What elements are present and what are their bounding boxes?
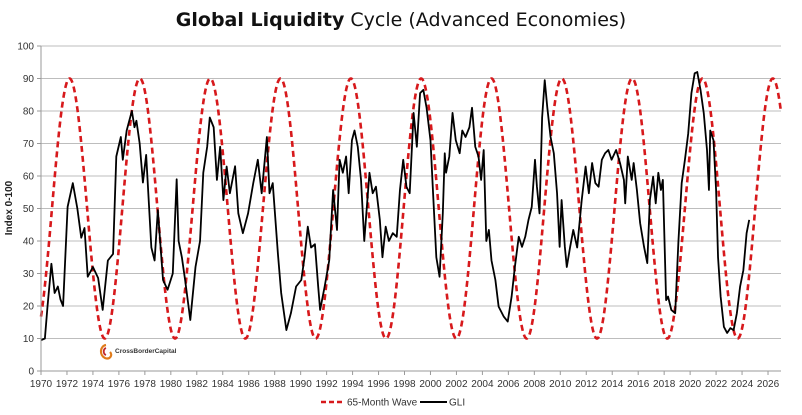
legend-wave-label: 65-Month Wave (347, 398, 418, 409)
chart-title: Global Liquidity Cycle (Advanced Economi… (176, 9, 626, 31)
y-tick-label: 40 (23, 237, 35, 248)
gridlines (41, 45, 781, 339)
y-tick-label: 50 (23, 204, 35, 215)
y-tick-label: 20 (23, 302, 35, 313)
x-tick-label: 1980 (160, 379, 183, 390)
x-tick-label: 1990 (290, 379, 313, 390)
x-tick-label: 2006 (497, 379, 520, 390)
x-tick-label: 2020 (679, 379, 702, 390)
x-tick-label: 1988 (264, 379, 287, 390)
x-tick-label: 1982 (186, 379, 209, 390)
y-tick-label: 100 (17, 42, 34, 53)
x-tick-label: 1976 (108, 379, 131, 390)
x-tick-label: 2026 (757, 379, 780, 390)
x-tick-label: 2016 (627, 379, 650, 390)
x-tick-label: 1996 (367, 379, 390, 390)
x-tick-label: 2002 (445, 379, 468, 390)
x-tick-label: 2008 (523, 379, 546, 390)
logo-swirl-inner-icon (102, 347, 107, 356)
series-layer (39, 71, 783, 341)
y-axis-label: Index 0-100 (4, 180, 15, 235)
y-axis-ticks: 0 10 20 30 40 50 60 70 80 90 100 (17, 42, 41, 378)
x-axis-ticks: 1970 1972 1974 1976 1978 1980 1982 1984 1986 1988… (30, 371, 780, 390)
crossborder-capital-logo: CrossBorderCapital (99, 343, 177, 360)
x-tick-label: 2014 (601, 379, 624, 390)
y-tick-label: 0 (28, 367, 34, 378)
x-tick-label: 1994 (341, 379, 364, 390)
x-tick-label: 1974 (82, 379, 105, 390)
y-tick-label: 10 (23, 334, 35, 345)
series-gli (40, 71, 751, 341)
x-tick-label: 2010 (549, 379, 572, 390)
x-tick-label: 1986 (238, 379, 261, 390)
x-tick-label: 2018 (653, 379, 676, 390)
x-tick-label: 1970 (30, 379, 53, 390)
x-tick-label: 1984 (212, 379, 235, 390)
x-tick-label: 2024 (731, 379, 754, 390)
y-tick-label: 90 (23, 74, 35, 85)
x-tick-label: 2012 (575, 379, 598, 390)
legend: 65-Month Wave GLI (321, 398, 465, 409)
logo-swirl-icon (99, 343, 113, 360)
x-tick-label: 1972 (56, 379, 79, 390)
y-tick-label: 80 (23, 107, 35, 118)
y-tick-label: 60 (23, 172, 35, 183)
x-tick-label: 2004 (471, 379, 494, 390)
x-tick-label: 2022 (705, 379, 728, 390)
chart-title-bold: Global Liquidity (176, 9, 345, 31)
legend-gli-label: GLI (449, 398, 465, 409)
x-tick-label: 1978 (134, 379, 157, 390)
y-tick-label: 30 (23, 269, 35, 280)
logo-text: CrossBorderCapital (115, 348, 177, 355)
chart-title-rest: Cycle (Advanced Economies) (344, 9, 626, 31)
y-tick-label: 70 (23, 139, 35, 150)
x-tick-label: 2000 (419, 379, 442, 390)
x-tick-label: 1992 (315, 379, 338, 390)
series-65-month-wave (39, 77, 783, 340)
x-tick-label: 1998 (393, 379, 416, 390)
